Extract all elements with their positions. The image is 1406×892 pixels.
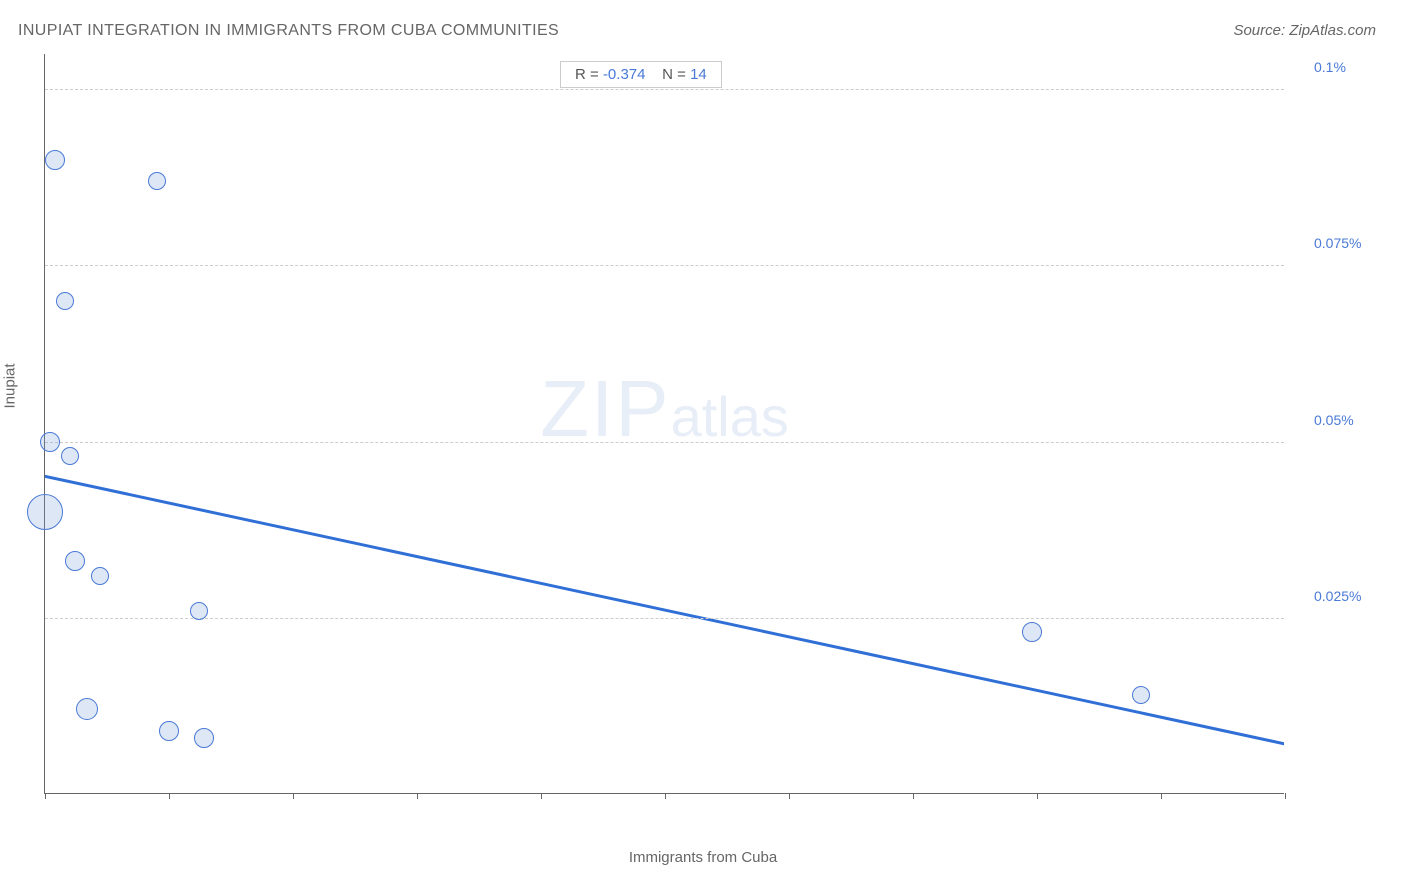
watermark-zip: ZIP — [540, 364, 670, 453]
y-tick-label: 0.025% — [1314, 588, 1361, 604]
gridline — [45, 618, 1284, 619]
data-point — [65, 551, 85, 571]
n-label: N = — [662, 66, 686, 83]
data-point — [194, 728, 214, 748]
gridline — [45, 265, 1284, 266]
x-tick — [293, 793, 294, 799]
x-tick — [1161, 793, 1162, 799]
x-tick — [45, 793, 46, 799]
gridline — [45, 442, 1284, 443]
source-attribution: Source: ZipAtlas.com — [1233, 22, 1376, 39]
x-tick — [789, 793, 790, 799]
y-tick-label: 0.1% — [1314, 59, 1346, 75]
chart-title: INUPIAT INTEGRATION IN IMMIGRANTS FROM C… — [18, 22, 559, 40]
y-tick-label: 0.05% — [1314, 412, 1354, 428]
data-point — [1132, 686, 1150, 704]
x-tick — [1285, 793, 1286, 799]
x-tick — [913, 793, 914, 799]
x-tick — [169, 793, 170, 799]
y-tick-label: 0.075% — [1314, 235, 1361, 251]
data-point — [159, 721, 179, 741]
gridline — [45, 89, 1284, 90]
r-label: R = — [575, 66, 599, 83]
data-point — [61, 447, 79, 465]
watermark-atlas: atlas — [671, 385, 789, 448]
x-axis-title: Immigrants from Cuba — [0, 849, 1406, 866]
data-point — [27, 494, 63, 530]
plot-area: ZIPatlas — [44, 54, 1284, 794]
stats-box: R = -0.374 N = 14 — [560, 61, 722, 88]
r-value: -0.374 — [603, 66, 646, 83]
y-axis-title: Inupiat — [2, 363, 19, 408]
x-tick — [1037, 793, 1038, 799]
data-point — [91, 567, 109, 585]
data-point — [1022, 622, 1042, 642]
chart-container: INUPIAT INTEGRATION IN IMMIGRANTS FROM C… — [0, 0, 1406, 892]
x-tick — [417, 793, 418, 799]
trend-line — [45, 54, 1284, 793]
x-tick — [665, 793, 666, 799]
data-point — [56, 292, 74, 310]
data-point — [40, 432, 60, 452]
n-value: 14 — [690, 66, 707, 83]
x-tick — [541, 793, 542, 799]
data-point — [76, 698, 98, 720]
data-point — [190, 602, 208, 620]
data-point — [148, 172, 166, 190]
data-point — [45, 150, 65, 170]
